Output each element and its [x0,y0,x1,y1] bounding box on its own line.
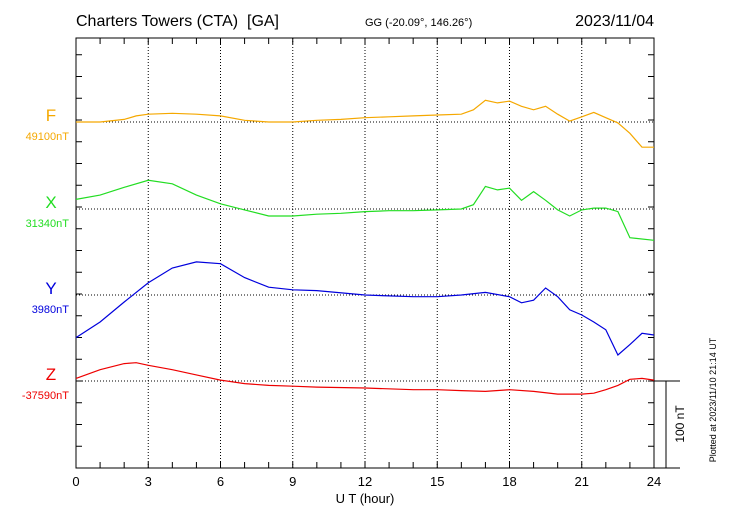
series-name-f: F [46,106,56,125]
x-tick-label: 12 [358,474,372,489]
series-name-z: Z [46,365,56,384]
x-tick-label: 18 [502,474,516,489]
series-group: F 49100nT X 31340nT Y 3980nT Z -37590nT [22,99,655,402]
x-tick-label: 6 [217,474,224,489]
station-coords: GG (-20.09°, 146.26°) [365,17,472,29]
x-tick-label: 15 [430,474,444,489]
series-baseline-z: -37590nT [22,390,69,402]
plot-date: 2023/11/04 [575,13,654,30]
x-tick-label: 3 [145,474,152,489]
series-baseline-f: 49100nT [26,131,70,143]
grid [76,38,654,468]
scale-bar: 100 nT [654,380,687,469]
x-tick-label: 21 [575,474,589,489]
x-axis-label: U T (hour) [336,491,395,506]
series-baseline-x: 31340nT [26,218,70,230]
scale-bar-label: 100 nT [673,405,687,443]
series-line-x [75,179,655,241]
station-title: Charters Towers (CTA) [GA] [76,13,279,30]
x-tick-label: 24 [647,474,661,489]
x-tick-labels: 0 3 6 9 12 15 18 21 24 [72,474,661,489]
series-line-f [76,99,654,148]
plot-frame [75,37,655,469]
series-name-x: X [45,193,56,212]
axis-ticks [75,38,655,469]
x-tick-label: 9 [289,474,296,489]
series-line-z [75,362,655,395]
plotted-timestamp: Plotted at 2023/11/10 21:14 UT [708,337,718,462]
series-line-y [75,261,655,356]
x-tick-label: 0 [72,474,79,489]
series-baseline-y: 3980nT [32,304,70,316]
series-name-y: Y [45,279,56,298]
